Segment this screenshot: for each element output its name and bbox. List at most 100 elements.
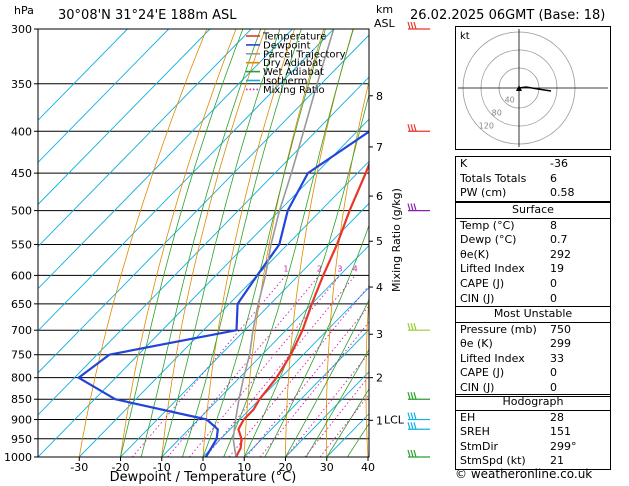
isotherm-line [38, 29, 211, 206]
surface-table: Surface Temp (°C) 8 Dewp (°C) 0.7 θe(K) 292 Lif… [455, 202, 611, 308]
row-value: 6 [550, 171, 557, 185]
hodograph-unit-label: kt [460, 31, 470, 42]
km-tick-label: 1 [376, 414, 383, 427]
wind-barb-flag [410, 203, 414, 211]
mixing-ratio-label: 6 [375, 264, 380, 273]
pressure-tick-label: 850 [11, 393, 32, 406]
dry-adiabat-line [612, 29, 629, 457]
wind-barb-flag [410, 412, 414, 420]
row-value: 0 [550, 366, 557, 380]
dewpoint-line [77, 130, 369, 457]
wind-barb-flag [413, 392, 417, 400]
pressure-tick-label: 300 [11, 23, 32, 36]
km-tick-label: 7 [376, 141, 383, 154]
mixing-ratio-line [246, 305, 369, 457]
mixing-ratio-line [285, 352, 369, 457]
dry-adiabat-line [78, 29, 208, 457]
km-tick-label: 6 [376, 190, 383, 203]
row-label: CIN (J) [460, 380, 495, 394]
mixing-ratio-line [167, 275, 320, 457]
mixing-ratio-line [319, 394, 369, 457]
pressure-tick-label: 450 [11, 167, 32, 180]
wind-barb-flag [410, 124, 414, 132]
table-row: θe (K) 299 [456, 337, 610, 352]
pressure-tick-label: 650 [11, 298, 32, 311]
row-label: θe(K) [460, 247, 490, 261]
mixing-ratio-label: 15 [426, 264, 436, 273]
x-axis-title: Dewpoint / Temperature (°C) [110, 470, 297, 485]
row-value: 299° [550, 439, 577, 453]
table-row: θe(K) 292 [456, 248, 610, 263]
isotherm-line [38, 29, 170, 164]
pressure-tick-label: 550 [11, 238, 32, 251]
temperature-tick-label: 40 [361, 461, 375, 474]
isotherm-line [161, 244, 369, 457]
row-value: 292 [550, 247, 571, 261]
table-row: CIN (J) 0 [456, 381, 610, 396]
temperature-tick-label: -20 [112, 461, 130, 474]
isotherm-line [120, 202, 369, 457]
wet-adiabat-line [120, 29, 244, 457]
mixing-ratio-line [259, 321, 369, 457]
wet-adiabat-line [326, 388, 369, 457]
temperature-tick-label: 0 [200, 461, 207, 474]
row-value: 0 [550, 276, 557, 290]
legend-label: Wet Adiabat [263, 67, 324, 78]
legend-label: Parcel Trajectory [263, 49, 346, 60]
table-row: CAPE (J) 0 [456, 277, 610, 292]
row-label: Dewp (°C) [460, 233, 517, 247]
table-row: Totals Totals 6 [456, 172, 610, 187]
legend-label: Dry Adiabat [263, 58, 322, 69]
wet-adiabat-line [305, 348, 369, 457]
wind-barb-flag [407, 449, 411, 458]
row-label: Lifted Index [460, 262, 525, 276]
hodograph-ring-label: 40 [505, 95, 515, 104]
isotherm-line [38, 29, 128, 121]
section-title: Most Unstable [456, 307, 610, 323]
asl-label: ASL [374, 17, 395, 30]
mixing-ratio-label: 2 [317, 264, 322, 273]
wind-barb-flag [413, 203, 417, 211]
wind-barb-flag [410, 449, 414, 458]
wind-barb-flag [407, 323, 411, 331]
temperature-tick-label: -30 [70, 461, 88, 474]
row-value: 33 [550, 351, 564, 365]
row-value: 750 [550, 322, 571, 336]
wind-barb-flag [410, 21, 414, 30]
table-row: CAPE (J) 0 [456, 366, 610, 381]
pressure-tick-label: 800 [11, 372, 32, 385]
isotherm-line [285, 371, 369, 457]
mixing-ratio-line [189, 275, 341, 457]
km-tick-label: 2 [376, 372, 383, 385]
row-value: 28 [550, 410, 564, 424]
wet-adiabat-line [140, 29, 262, 457]
wind-barb-flag [407, 124, 411, 132]
indices-table: K -36 Totals Totals 6 PW (cm) 0.58 [455, 156, 611, 202]
row-value: 0.58 [550, 186, 575, 200]
wind-barb-flag [413, 323, 417, 331]
pressure-tick-label: 500 [11, 205, 32, 218]
wind-barb-flag [407, 203, 411, 211]
temperature-tick-label: 30 [320, 461, 334, 474]
pressure-tick-label: 900 [11, 414, 32, 427]
table-row: StmSpd (kt) 21 [456, 454, 610, 469]
hodograph-storm-marker [516, 85, 522, 91]
km-tick-label: 3 [376, 328, 383, 341]
legend-label: Dewpoint [263, 40, 311, 51]
row-label: θe (K) [460, 337, 493, 351]
wet-adiabat-line [182, 29, 302, 457]
isotherm-line [243, 329, 369, 457]
table-row: Pressure (mb) 750 [456, 323, 610, 338]
row-label: StmDir [460, 439, 499, 453]
dry-adiabat-line [202, 29, 295, 457]
row-value: 0 [550, 291, 557, 305]
table-row: Dewp (°C) 0.7 [456, 233, 610, 248]
section-title: Surface [456, 203, 610, 219]
isotherm-line [38, 29, 335, 332]
pressure-tick-label: 1000 [4, 451, 32, 464]
wet-adiabat-line [202, 29, 326, 457]
mixing-ratio-label: 3 [337, 264, 342, 273]
table-row: K -36 [456, 157, 610, 172]
parcel-trajectory-line [232, 29, 335, 457]
pressure-tick-label: 350 [11, 78, 32, 91]
